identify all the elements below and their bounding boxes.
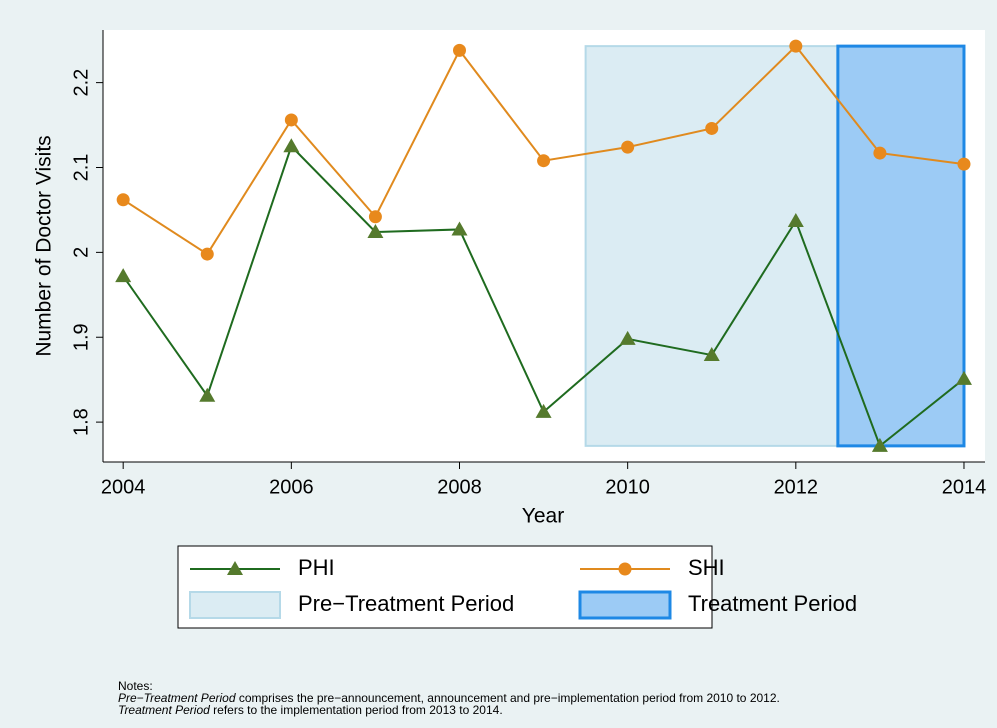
note-italic: Pre−Treatment Period xyxy=(118,691,236,705)
legend-label: PHI xyxy=(298,555,335,580)
x-tick-label: 2006 xyxy=(269,476,314,498)
marker xyxy=(619,330,636,345)
marker xyxy=(199,387,216,402)
y-tick-label: 2.1 xyxy=(70,154,92,182)
marker xyxy=(705,121,719,135)
marker xyxy=(115,268,132,283)
marker xyxy=(535,403,552,418)
note-italic: Treatment Period xyxy=(118,703,210,717)
legend-label: Pre−Treatment Period xyxy=(298,591,514,616)
x-tick-label: 2012 xyxy=(774,476,819,498)
marker xyxy=(957,157,971,171)
x-tick-label: 2014 xyxy=(942,476,987,498)
shaded-region xyxy=(836,44,966,448)
y-tick-label: 1.9 xyxy=(70,323,92,351)
x-axis-title: Year xyxy=(522,505,564,528)
marker xyxy=(452,43,466,57)
marker xyxy=(284,113,298,127)
legend-label: SHI xyxy=(688,555,725,580)
y-tick-label: 2.2 xyxy=(70,69,92,97)
marker xyxy=(368,210,382,224)
shaded-region xyxy=(584,45,839,447)
y-tick-label: 2 xyxy=(70,247,92,258)
marker xyxy=(703,347,720,362)
legend-swatch xyxy=(578,590,672,620)
marker xyxy=(367,223,384,238)
marker xyxy=(787,212,804,227)
legend-label: Treatment Period xyxy=(688,591,857,616)
legend-swatch xyxy=(189,591,281,619)
legend-marker xyxy=(618,562,632,576)
marker xyxy=(451,221,468,236)
x-tick-label: 2010 xyxy=(605,476,650,498)
marker xyxy=(789,39,803,53)
note: Treatment Period refers to the implement… xyxy=(118,703,503,717)
notes-title: Notes: xyxy=(118,679,153,693)
marker xyxy=(873,146,887,160)
y-tick-label: 1.8 xyxy=(70,408,92,436)
legend-marker xyxy=(227,561,243,575)
note-text: refers to the implementation period from… xyxy=(210,703,503,717)
note: Pre−Treatment Period comprises the pre−a… xyxy=(118,691,780,705)
marker xyxy=(537,154,551,168)
marker xyxy=(955,370,972,385)
note-text: comprises the pre−announcement, announce… xyxy=(236,691,780,705)
x-tick-label: 2004 xyxy=(101,476,146,498)
marker xyxy=(200,247,214,261)
marker xyxy=(283,138,300,153)
x-tick-label: 2008 xyxy=(437,476,482,498)
marker xyxy=(871,437,888,452)
marker xyxy=(116,193,130,207)
marker xyxy=(621,140,635,154)
y-axis-title: Number of Doctor Visits xyxy=(33,135,56,356)
